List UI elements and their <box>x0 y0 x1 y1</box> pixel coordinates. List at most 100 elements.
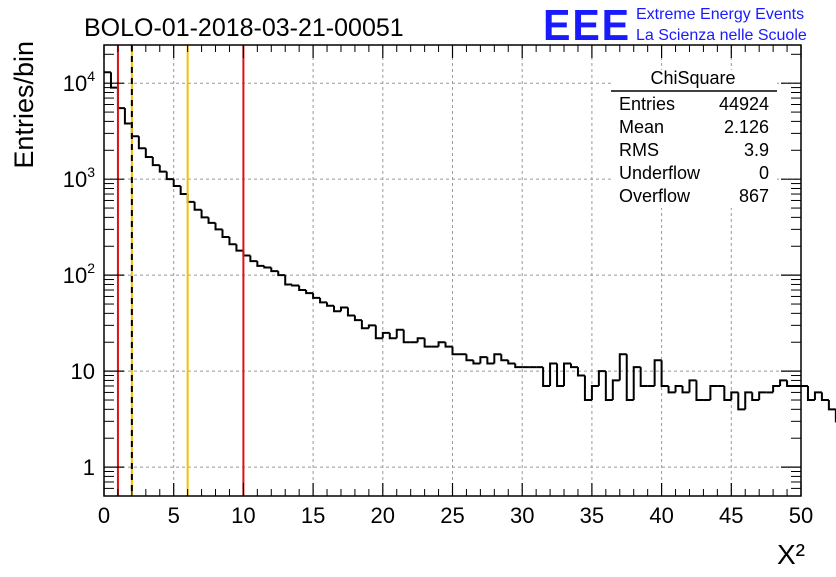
y-tick-label: 10 <box>71 359 95 384</box>
histogram-bin <box>181 186 188 194</box>
histogram-bin <box>327 302 334 305</box>
histogram-bin <box>773 386 780 392</box>
histogram-bin <box>341 308 348 312</box>
histogram-bin <box>829 400 836 409</box>
histogram-bin <box>780 380 787 386</box>
stats-row-label: Mean <box>619 117 664 137</box>
histogram-bin <box>738 392 745 409</box>
histogram-bin <box>564 364 571 386</box>
histogram-bin <box>125 108 132 123</box>
histogram-bin <box>557 364 564 386</box>
histogram-bin <box>146 148 153 157</box>
histogram-bin <box>250 256 257 262</box>
eee-logo-mark: EEE <box>543 1 631 50</box>
x-tick-label: 45 <box>719 503 743 528</box>
x-axis-label: X² <box>777 539 805 570</box>
histogram-bin <box>174 179 181 186</box>
x-tick-label: 15 <box>301 503 325 528</box>
histogram-bin <box>599 371 606 386</box>
histogram-bin <box>480 357 487 363</box>
histogram-bin <box>243 251 250 256</box>
histogram-bin <box>202 210 209 218</box>
histogram-bin <box>676 386 683 392</box>
histogram-bin <box>439 342 446 346</box>
histogram-bin <box>627 354 634 400</box>
histogram-bin <box>376 325 383 338</box>
x-tick-label: 0 <box>98 503 110 528</box>
histogram-bin <box>752 392 759 400</box>
stats-row-label: RMS <box>619 140 659 160</box>
histogram-bin <box>236 244 243 250</box>
histogram-bin <box>543 367 550 386</box>
histogram-bin <box>501 354 508 360</box>
histogram-bin <box>285 275 292 284</box>
histogram-bin <box>390 333 397 338</box>
histogram-bin <box>383 333 390 338</box>
histogram-bin <box>669 386 676 392</box>
stats-row-value: 44924 <box>719 94 769 114</box>
histogram-bin <box>724 386 731 400</box>
histogram-bin <box>641 367 648 386</box>
histogram-bin <box>613 380 620 400</box>
histogram-bin <box>620 354 627 380</box>
histogram-bin <box>425 338 432 346</box>
histogram-bin <box>111 72 118 87</box>
x-tick-label: 40 <box>649 503 673 528</box>
histogram-bin <box>515 364 522 368</box>
histogram-bin <box>355 315 362 320</box>
histogram-bin <box>585 376 592 401</box>
histogram-bin <box>160 165 167 171</box>
y-tick-label: 103 <box>63 164 95 192</box>
histogram-bin <box>209 217 216 223</box>
logo-line-2: La Scienza nelle Scuole <box>636 27 807 44</box>
histogram-bin <box>153 157 160 165</box>
histogram-bin <box>132 124 139 137</box>
y-tick-labels: 1 10 102 103 104 <box>63 68 95 480</box>
histogram-bin <box>571 364 578 368</box>
histogram-bin <box>229 237 236 244</box>
x-tick-label: 30 <box>510 503 534 528</box>
histogram-bin <box>167 172 174 180</box>
histogram-bin <box>139 136 146 148</box>
x-tick-label: 5 <box>168 503 180 528</box>
histogram-bin <box>759 392 766 400</box>
histogram-bin <box>815 392 822 400</box>
stats-title: ChiSquare <box>650 68 735 88</box>
histogram-bin <box>466 354 473 360</box>
histogram-bin <box>334 306 341 312</box>
histogram-bin <box>257 261 264 266</box>
y-tick-label: 104 <box>63 68 95 96</box>
histogram-bin <box>306 290 313 293</box>
histogram-bin <box>216 223 223 229</box>
histogram-bin <box>453 347 460 355</box>
histogram-bin <box>473 360 480 363</box>
histogram-bin <box>271 268 278 272</box>
stats-row-label: Overflow <box>619 186 691 206</box>
logo-line-1: Extreme Energy Events <box>636 6 804 23</box>
histogram-bin <box>404 330 411 343</box>
stats-row-value: 0 <box>759 163 769 183</box>
histogram-bin <box>369 325 376 328</box>
y-tick-label: 102 <box>63 260 95 288</box>
histogram-bin <box>662 360 669 386</box>
x-tick-label: 20 <box>371 503 395 528</box>
histogram-bin <box>222 229 229 237</box>
histogram-bin <box>634 367 641 400</box>
histogram-bin <box>292 284 299 285</box>
x-tick-label: 25 <box>440 503 464 528</box>
histogram-bin <box>606 371 613 400</box>
histogram-bin <box>745 392 752 409</box>
x-tick-label: 50 <box>789 503 813 528</box>
histogram-bin <box>508 360 515 363</box>
y-tick-label: 1 <box>83 455 95 480</box>
stats-row-label: Entries <box>619 94 675 114</box>
chart-title: BOLO-01-2018-03-21-00051 <box>84 14 404 42</box>
histogram-bin <box>683 386 690 392</box>
histogram-bin <box>348 308 355 316</box>
histogram-bin <box>195 202 202 210</box>
histogram-bin <box>362 320 369 328</box>
histogram-bin <box>188 194 195 202</box>
